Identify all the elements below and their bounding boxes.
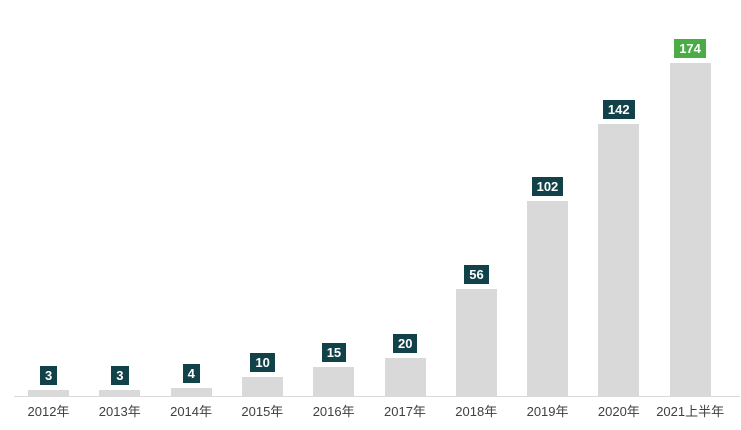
bar-value-badge: 3 [111,366,129,385]
x-tick-label: 2018年 [455,404,498,419]
x-tick-label: 2015年 [241,404,284,419]
bar-value-badge: 142 [602,100,635,119]
bar [455,289,497,396]
bar [527,201,569,396]
bar [313,367,355,396]
x-tick-label: 2019年 [526,404,569,419]
x-axis-line [14,396,740,397]
bar-value-badge: 174 [674,39,706,58]
x-tick-label: 2021上半年 [656,404,725,419]
bar [384,358,426,396]
bar [669,63,711,396]
bar-value-badge: 3 [40,366,58,385]
bar [170,388,212,396]
x-tick-label: 2014年 [170,404,213,419]
bar [28,390,69,396]
x-tick-label: 2012年 [27,404,70,419]
bar-value-badge: 56 [464,265,489,284]
bar-value-badge: 102 [531,177,564,196]
x-tick-label: 2013年 [98,404,141,419]
bar-value-badge: 15 [321,343,347,362]
x-tick-label: 2017年 [384,404,426,419]
bar [241,377,283,396]
bar [99,390,141,396]
bar-value-badge: 10 [250,353,275,372]
bar-value-badge: 4 [182,364,200,383]
bar-value-badge: 20 [393,334,418,353]
x-tick-label: 2016年 [312,404,355,419]
x-tick-label: 2020年 [597,404,640,419]
bar [598,124,640,396]
